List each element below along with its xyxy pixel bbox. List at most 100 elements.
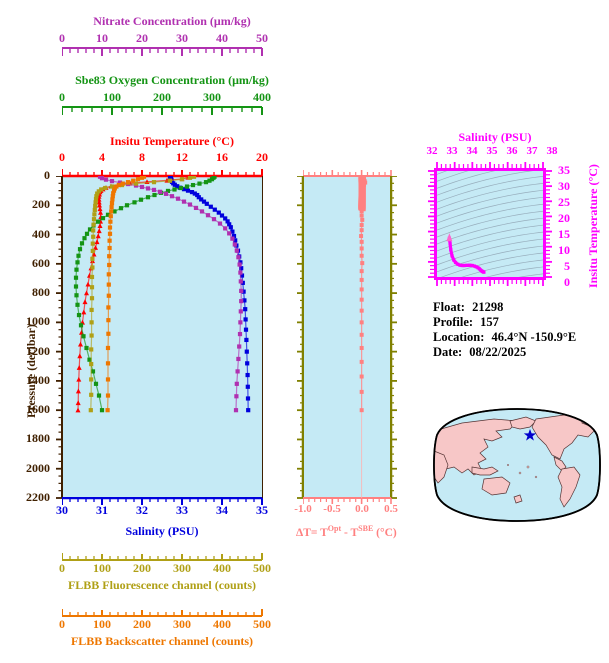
ts-temp-tick-4: 15: [558, 227, 570, 241]
ts-tick-marks: [428, 162, 552, 286]
pressure-tick-10: 2000: [26, 460, 50, 475]
temperature-tick-labels: 0 4 8 12 16 20: [59, 150, 282, 164]
backscatter-axis-group: 0 100 200 300 400 500 FLBB Backscatter c…: [0, 608, 609, 648]
fluor-tick-5: 500: [253, 561, 271, 575]
fluor-tick-3: 300: [173, 561, 191, 575]
pressure-tick-7: 1400: [26, 372, 50, 387]
delta-t-left-axis: [297, 176, 304, 499]
ts-sal-tick-3: 35: [486, 145, 498, 157]
pressure-tick-5: 1000: [26, 314, 50, 329]
oxygen-tick-labels: 0 100 200 300 400: [59, 90, 282, 104]
sal-tick-1: 31: [96, 503, 108, 517]
delta-t-title-sup-sbe: SBE: [358, 524, 374, 533]
series-oxygen: [73, 176, 217, 413]
map-land-australia: [481, 476, 511, 496]
ts-temp-tick-7: 0: [564, 275, 570, 289]
bks-tick-0: 0: [59, 617, 65, 631]
oxygen-tick-0: 0: [59, 90, 65, 104]
date-label: Date:: [433, 345, 463, 359]
nitrate-tick-3: 30: [176, 31, 188, 45]
oxygen-tick-1: 100: [103, 90, 121, 104]
nitrate-tick-1: 10: [96, 31, 108, 45]
metadata-date-row: Date: 08/22/2025: [433, 345, 608, 360]
salinity-tick-labels: 30 31 32 33 34 35: [56, 503, 282, 519]
pressure-axis-title-wrap: Pressure (decibar): [10, 250, 38, 420]
ts-salinity-tick-labels: 32 33 34 35 36 37 38: [427, 145, 560, 159]
oxygen-tick-3: 300: [203, 90, 221, 104]
map-island-1: [526, 465, 530, 469]
delta-t-title-part1: ΔT= T: [296, 526, 328, 539]
bks-tick-2: 200: [133, 617, 151, 631]
pressure-tick-6: 1200: [26, 343, 50, 358]
fluor-tick-0: 0: [59, 561, 65, 575]
temperature-axis-group: Insitu Temperature (°C) 0 4 8 12 16 20: [0, 134, 609, 176]
ts-temp-tick-5: 10: [558, 243, 570, 257]
location-value: 46.4°N -150.9°E: [491, 330, 577, 344]
profile-series-layer: [73, 176, 251, 413]
location-label: Location:: [433, 330, 485, 344]
nitrate-tick-5: 50: [256, 31, 268, 45]
delta-t-axis-title: ΔT= TOpt - TSBE (°C): [296, 524, 426, 539]
map-island-2: [518, 471, 522, 475]
delta-t-tick-labels: -1.0 -0.5 0.0 0.5: [294, 503, 413, 519]
dt-tick-0: -1.0: [294, 503, 312, 515]
dt-tick-2: 0.0: [355, 503, 369, 515]
ts-sal-tick-5: 37: [526, 145, 538, 157]
dt-tick-1: -0.5: [323, 503, 341, 515]
oxygen-axis-line: [62, 106, 263, 115]
delta-t-series-layer: [358, 176, 368, 498]
fluorescence-axis-line: [62, 553, 263, 561]
main-plot-background: [62, 176, 262, 498]
fluor-tick-1: 100: [93, 561, 111, 575]
map-island-4: [506, 464, 509, 467]
sal-tick-3: 33: [176, 503, 188, 517]
map-float-marker-star: [523, 429, 537, 441]
ts-temp-tick-2: 25: [558, 195, 570, 209]
pressure-tick-8: 1600: [26, 402, 50, 417]
ts-sal-tick-2: 34: [466, 145, 478, 157]
bks-tick-1: 100: [93, 617, 111, 631]
map-land-group: [434, 414, 600, 508]
map-land-indonesia: [471, 466, 499, 476]
series-salinity: [167, 176, 251, 413]
delta-t-title-mid: - T: [341, 526, 359, 539]
ts-temp-tick-3: 20: [558, 211, 570, 225]
bks-tick-3: 300: [173, 617, 191, 631]
delta-t-right-axis: [390, 176, 397, 499]
ts-diagram[interactable]: [434, 168, 546, 280]
series-nitrate: [97, 176, 244, 413]
main-plot-bottom-axis: [62, 497, 263, 505]
main-profile-plot[interactable]: [56, 169, 263, 505]
nitrate-tick-labels: 0 10 20 30 40 50: [59, 31, 282, 45]
temp-tick-3: 12: [176, 150, 188, 164]
ts-temp-tick-6: 5: [564, 259, 570, 273]
map-land-africa-west: [434, 450, 449, 484]
profile-value: 157: [480, 315, 499, 329]
ts-sal-tick-0: 32: [426, 145, 438, 157]
pressure-tick-labels: 0 200 400 600 800 1000 1200 1400 1600 1800 2000 220…: [0, 168, 58, 506]
ts-temperature-title-wrap: Insitu Temperature (°C): [572, 160, 600, 290]
map-land-new-zealand: [513, 494, 523, 504]
float-value: 21298: [472, 300, 504, 314]
fluorescence-tick-labels: 0 100 200 300 400 500: [59, 561, 282, 575]
nitrate-axis-line: [62, 47, 263, 56]
bks-tick-4: 400: [213, 617, 231, 631]
map-land-alaska: [509, 416, 537, 430]
pressure-tick-0: 0: [44, 168, 50, 182]
fluorescence-axis-group: 0 100 200 300 400 500 FLBB Fluorescence …: [0, 552, 609, 592]
world-map[interactable]: [432, 405, 602, 525]
float-label: Float:: [433, 300, 465, 314]
backscatter-axis-line: [62, 609, 263, 617]
temp-tick-0: 0: [59, 150, 65, 164]
pressure-tick-1: 200: [32, 197, 50, 212]
temp-tick-4: 16: [216, 150, 228, 164]
delta-t-plot[interactable]: [297, 170, 397, 504]
backscatter-axis-title: FLBB Backscatter channel (counts): [70, 634, 254, 648]
metadata-float-row: Float: 21298: [433, 300, 608, 315]
sal-tick-2: 32: [136, 503, 148, 517]
pressure-axis-title: Pressure (decibar): [24, 324, 38, 418]
sal-tick-5: 35: [256, 503, 268, 517]
nitrate-tick-0: 0: [59, 31, 65, 45]
metadata-block: Float: 21298 Profile: 157 Location: 46.4…: [433, 300, 608, 360]
temp-tick-2: 8: [139, 150, 145, 164]
